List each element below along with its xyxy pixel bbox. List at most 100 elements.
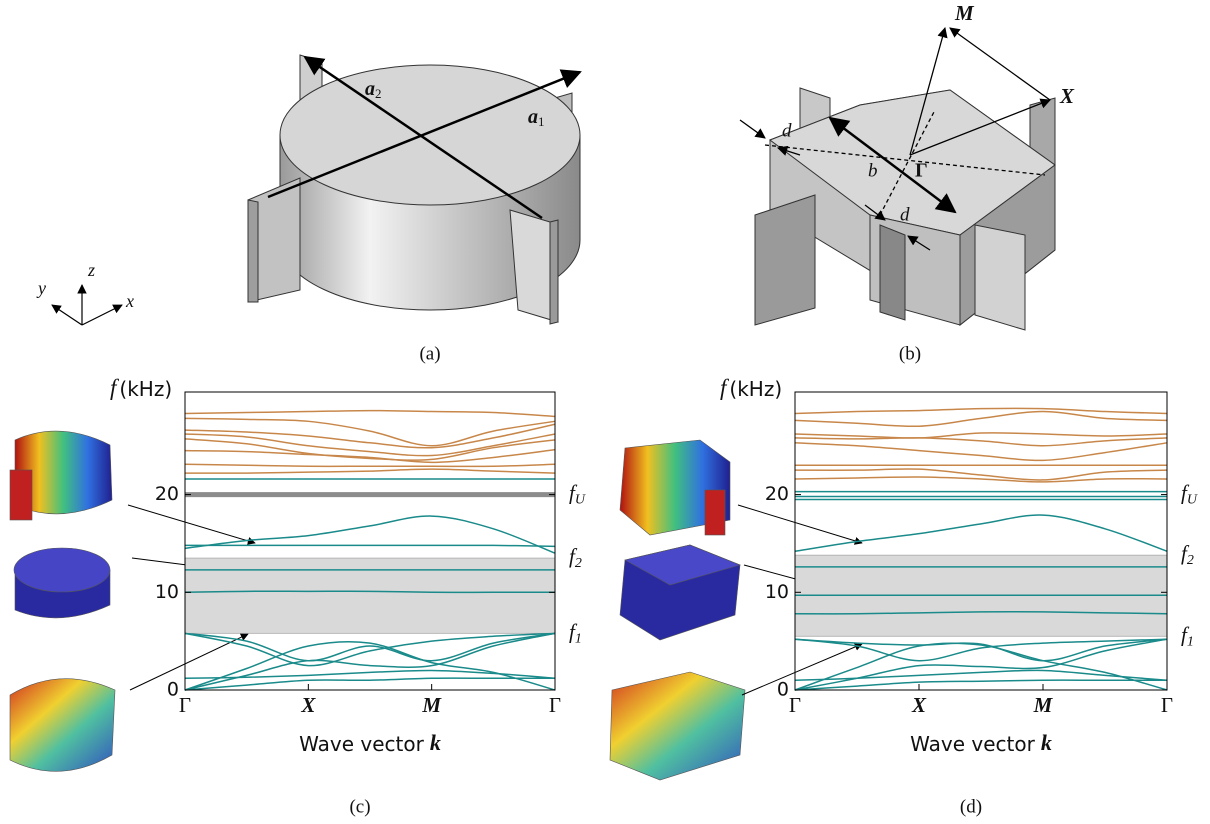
band-curve xyxy=(184,433,556,457)
band-curve xyxy=(794,468,1168,481)
band-curve xyxy=(794,610,1168,615)
subscript: 2 xyxy=(575,556,582,571)
axis-z: z xyxy=(87,260,95,280)
unit: (kHz) xyxy=(729,377,782,401)
mode-shapes xyxy=(9,430,746,781)
plot-frame xyxy=(184,391,556,691)
x-tick-label: Γ xyxy=(1161,693,1173,717)
band-curve xyxy=(184,448,556,464)
band-curve xyxy=(184,669,556,680)
x-tick-label: M xyxy=(421,693,442,717)
label-d: d xyxy=(900,204,910,225)
gap-edge-label: f1 xyxy=(569,619,582,646)
label: Wave vector xyxy=(910,732,1035,756)
band-curve xyxy=(794,514,1168,552)
symbol: k xyxy=(1041,730,1052,755)
label-d: d xyxy=(782,120,792,141)
caption: (b) xyxy=(899,343,921,364)
subscript: 2 xyxy=(1187,553,1194,568)
symbol: f xyxy=(1181,480,1190,504)
label-a1: a1 xyxy=(528,106,545,129)
y-tick-label: 20 xyxy=(155,483,179,505)
label: Wave vector xyxy=(299,732,424,756)
band-curve xyxy=(184,438,556,461)
label-x: X xyxy=(1059,84,1075,108)
symbol: f xyxy=(569,544,578,568)
band-curve xyxy=(794,410,1168,428)
band-curve xyxy=(184,590,555,594)
subscript: 1 xyxy=(1187,634,1194,649)
band-curve xyxy=(184,409,556,418)
x-tick-label: M xyxy=(1033,693,1054,717)
gap-edge-label: f1 xyxy=(1181,622,1194,649)
x-tick-label: X xyxy=(911,693,927,717)
band-curve xyxy=(794,432,1168,439)
band-curve xyxy=(794,476,1168,483)
band-curve xyxy=(184,468,556,474)
band-curve xyxy=(794,638,1168,662)
band-curve xyxy=(794,407,1168,415)
reciprocal-vectors xyxy=(739,26,1051,251)
x-axis-label: Wave vector k xyxy=(299,730,441,755)
symbol: f xyxy=(110,375,120,400)
band-curve xyxy=(794,679,1167,691)
symbol: f xyxy=(1181,541,1190,565)
band-curve xyxy=(184,632,556,662)
x-axis-label: Wave vector k xyxy=(910,730,1052,755)
caption: (c) xyxy=(349,796,370,817)
band-curve xyxy=(184,632,556,691)
subscript: 1 xyxy=(575,632,582,647)
symbol: f xyxy=(720,375,730,400)
band-curve xyxy=(184,515,556,554)
caption: (a) xyxy=(419,343,440,364)
symbol: f xyxy=(1181,622,1190,646)
x-tick-label: X xyxy=(300,693,316,717)
vector-a1 xyxy=(267,69,582,199)
band-curve xyxy=(184,463,556,468)
gap-edge-label: fU xyxy=(569,480,586,507)
subscript: U xyxy=(1187,493,1198,508)
symbol: k xyxy=(430,730,441,755)
subscript: U xyxy=(575,493,586,508)
y-axis-label: f (kHz) xyxy=(110,375,172,400)
axis-x: x xyxy=(125,291,134,311)
label-m: M xyxy=(954,1,975,25)
symbol: f xyxy=(569,480,578,504)
y-axis-label: f (kHz) xyxy=(720,375,782,400)
band-curve xyxy=(184,677,555,691)
symbol: f xyxy=(569,619,578,643)
plot-frame xyxy=(794,391,1168,691)
x-tick-label: Γ xyxy=(179,693,191,717)
y-tick-label: 0 xyxy=(167,679,179,701)
band-curve xyxy=(184,423,556,449)
label-gamma: Γ xyxy=(915,160,928,182)
band-curve xyxy=(794,642,1168,691)
y-tick-label: 20 xyxy=(765,483,789,505)
unit: (kHz) xyxy=(119,377,172,401)
band-curve xyxy=(794,638,1168,691)
band-curve xyxy=(794,669,1168,681)
band-curve xyxy=(184,640,556,691)
band-curve xyxy=(794,437,1168,447)
x-tick-label: Γ xyxy=(549,693,561,717)
y-tick-label: 10 xyxy=(765,581,789,603)
gap-edge-label: fU xyxy=(1181,480,1198,507)
band-curve xyxy=(184,632,556,667)
band-curve xyxy=(184,544,556,548)
x-tick-label: Γ xyxy=(789,693,801,717)
gap-edge-label: f2 xyxy=(569,544,582,571)
band-curve xyxy=(794,442,1168,462)
label-b: b xyxy=(868,160,878,181)
y-tick-label: 0 xyxy=(777,679,789,701)
caption: (d) xyxy=(960,796,982,817)
unit-cell-a xyxy=(247,54,581,325)
axes-triad xyxy=(51,284,123,326)
label-a2: a2 xyxy=(365,78,382,101)
vector-a2 xyxy=(303,55,543,220)
gap-edge-label: f2 xyxy=(1181,541,1194,568)
y-tick-label: 10 xyxy=(155,581,179,603)
band-curve xyxy=(184,417,556,447)
axis-y: y xyxy=(36,278,46,298)
band-curve xyxy=(794,638,1168,662)
